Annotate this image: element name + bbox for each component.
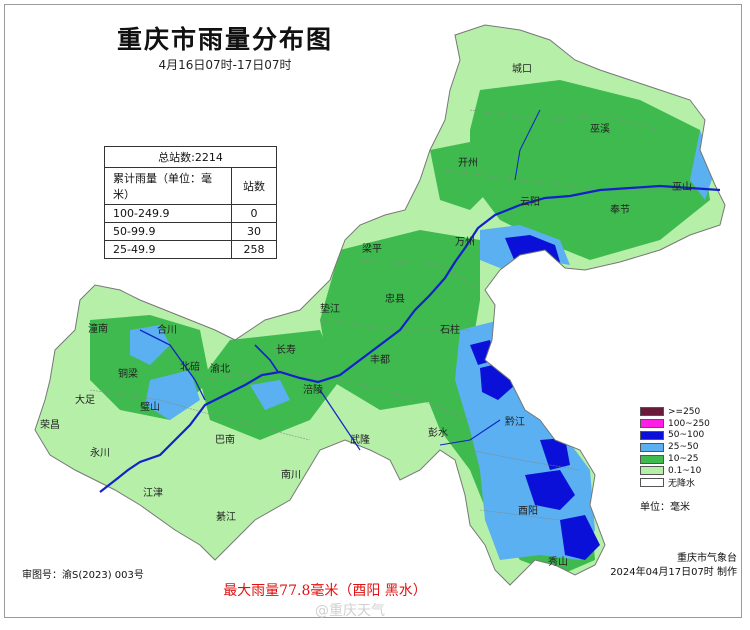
place-label: 璧山: [140, 400, 160, 413]
place-label: 潼南: [88, 322, 108, 335]
issuer-org: 重庆市气象台: [677, 553, 737, 564]
legend-swatch: [640, 442, 664, 452]
place-label: 涪陵: [303, 383, 323, 396]
place-label: 武隆: [350, 433, 370, 446]
place-label: 梁平: [362, 242, 382, 255]
legend-item: 10~25: [640, 453, 710, 465]
legend-unit: 单位：毫米: [640, 502, 690, 513]
place-label: 渝北: [210, 362, 230, 375]
place-label: 云阳: [520, 196, 540, 208]
legend-swatch: [640, 430, 664, 440]
count-cell: 258: [231, 240, 277, 259]
place-label: 北碚: [180, 360, 200, 373]
place-label: 南川: [281, 468, 301, 481]
place-label: 巴南: [215, 433, 235, 446]
place-label: 綦江: [216, 510, 236, 523]
col-range-header: 累计雨量（单位：毫米）: [104, 167, 232, 205]
max-rainfall-note: 最大雨量77.8毫米（酉阳 黑水）: [223, 583, 427, 599]
legend-item: 100~250: [640, 418, 710, 430]
place-label: 巫山: [672, 181, 692, 193]
place-label: 丰都: [370, 353, 390, 366]
place-label: 城口: [512, 63, 532, 75]
place-label: 铜梁: [118, 367, 138, 380]
place-label: 忠县: [385, 293, 405, 305]
range-cell: 50-99.9: [104, 222, 232, 241]
legend-label: >=250: [668, 406, 701, 417]
district-boundaries: [89, 109, 700, 521]
legend-label: 无降水: [668, 479, 696, 490]
place-label: 合川: [157, 323, 177, 336]
legend-swatch: [640, 466, 664, 476]
legend-swatch: [640, 454, 664, 464]
map-subtitle: 4月16日07时-17日07时: [158, 58, 292, 72]
place-labels: 城口 巫溪 巫山 开州 云阳 奉节 万州 梁平 忠县 垫江 石柱 长寿 丰都 涪…: [40, 63, 692, 568]
range-cell: 100-249.9: [104, 204, 232, 223]
count-cell: 0: [231, 204, 277, 223]
place-label: 开州: [458, 157, 478, 169]
legend-item: 25~50: [640, 441, 710, 453]
legend-label: 25~50: [668, 442, 699, 453]
legend-item: >=250: [640, 406, 710, 418]
legend-swatch: [640, 407, 664, 417]
legend-label: 10~25: [668, 454, 699, 465]
place-label: 奉节: [610, 203, 630, 216]
place-label: 黔江: [505, 415, 525, 428]
weibo-watermark: @重庆天气: [315, 603, 385, 619]
table-row: 25-49.9 258: [104, 240, 277, 259]
legend-label: 50~100: [668, 430, 705, 441]
issuer-block: 重庆市气象台 2024年04月17日07时 制作: [597, 552, 737, 580]
yangtze-river: [99, 184, 721, 493]
total-stations: 总站数:2214: [104, 146, 277, 168]
station-stats-table: 总站数:2214 累计雨量（单位：毫米） 站数 100-249.9 0 50-9…: [104, 146, 277, 259]
legend-label: 100~250: [668, 418, 710, 429]
place-label: 长寿: [276, 343, 296, 356]
place-label: 江津: [143, 487, 163, 499]
place-label: 巫溪: [590, 123, 610, 135]
issue-time: 2024年04月17日07时 制作: [610, 567, 737, 578]
legend-item: 50~100: [640, 430, 710, 442]
place-label: 酉阳: [518, 505, 538, 517]
place-label: 永川: [90, 446, 110, 459]
legend-swatch: [640, 419, 664, 429]
table-row: 100-249.9 0: [104, 204, 277, 223]
legend-label: 0.1~10: [668, 465, 702, 476]
map-approval-number: 审图号：渝S(2023) 003号: [22, 570, 144, 581]
count-cell: 30: [231, 222, 277, 241]
legend-item: 0.1~10: [640, 465, 710, 477]
map-frame: [4, 4, 742, 618]
legend-swatch: [640, 478, 664, 488]
rainfall-legend: >=250 100~250 50~100 25~50 10~25 0.1~10 …: [640, 406, 710, 489]
place-label: 垫江: [320, 302, 340, 315]
place-label: 大足: [75, 393, 95, 406]
legend-item: 无降水: [640, 477, 710, 489]
range-cell: 25-49.9: [104, 240, 232, 259]
col-count-header: 站数: [231, 167, 277, 205]
place-label: 秀山: [548, 556, 568, 568]
place-label: 万州: [455, 236, 475, 248]
place-label: 石柱: [440, 323, 460, 336]
map-title: 重庆市雨量分布图: [116, 25, 333, 54]
table-row: 50-99.9 30: [104, 222, 277, 241]
place-label: 荣昌: [40, 419, 60, 431]
place-label: 彭水: [428, 426, 448, 439]
